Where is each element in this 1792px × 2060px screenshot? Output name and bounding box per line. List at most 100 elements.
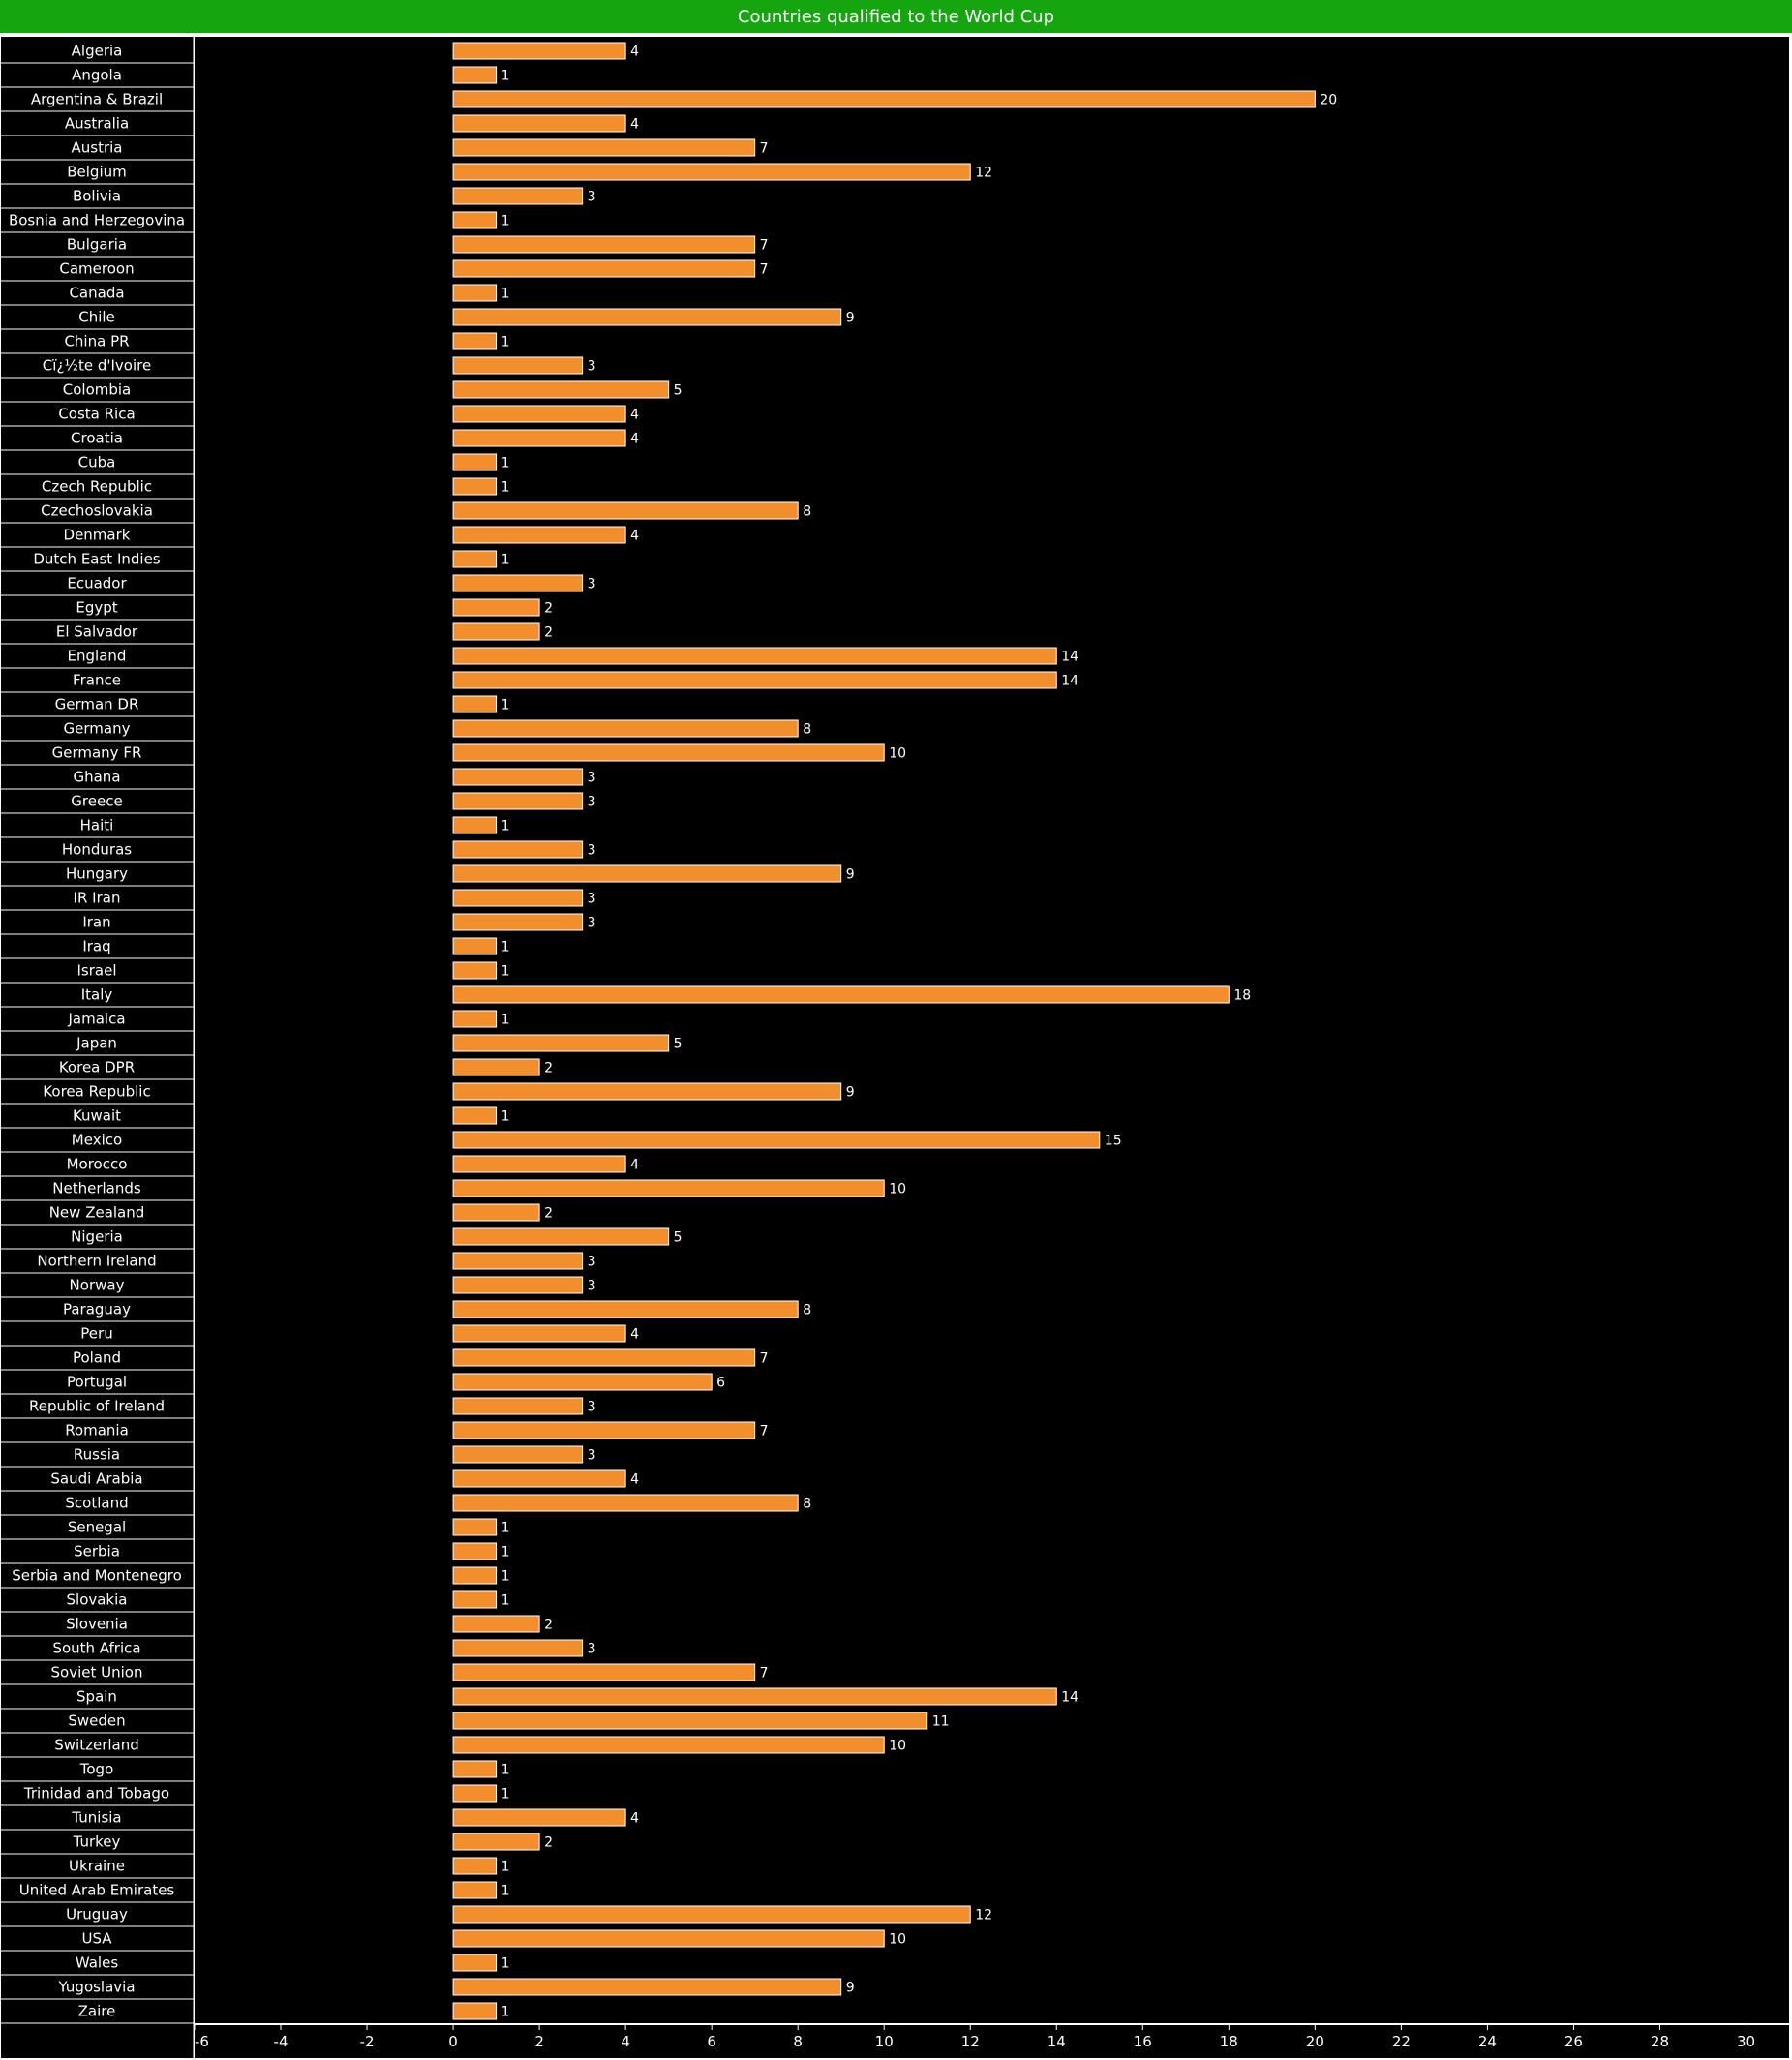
chart-title: Countries qualified to the World Cup [0,0,1792,33]
category-label: Slovakia [67,1591,128,1609]
category-label: Trinidad and Tobago [23,1785,169,1802]
category-label: Belgium [67,164,127,181]
category-label: Korea Republic [43,1083,150,1101]
bar [452,380,670,399]
plot-area [195,37,1789,2023]
x-tick-label: 0 [448,2033,458,2050]
bar [452,622,540,641]
data-label: 1 [501,480,510,496]
data-label: 1 [501,335,510,350]
bar [452,816,498,834]
bar [452,1034,670,1052]
category-label: Haiti [80,817,114,834]
data-label: 7 [760,262,769,278]
x-tick-label: 14 [1048,2033,1066,2050]
bar [452,1712,928,1730]
bar [452,259,756,278]
data-label: 8 [803,722,811,738]
bar [452,1857,498,1875]
data-label: 5 [674,1037,683,1052]
data-label: 1 [501,1763,510,1778]
category-label: Morocco [67,1156,128,1173]
data-label: 9 [846,311,855,326]
data-label: 20 [1320,93,1337,108]
x-tick-label: 30 [1737,2033,1755,2050]
bar [452,647,1057,665]
category-label: Switzerland [54,1737,139,1754]
category-label: Cï¿½te d'Ivoire [43,357,151,375]
bar [452,1324,626,1343]
bar [452,1082,842,1101]
bar [452,1978,842,1996]
bar [452,453,498,471]
data-label: 6 [716,1376,725,1391]
category-label: Czechoslovakia [41,502,153,520]
data-label: 7 [760,1424,769,1439]
category-label: Germany FR [52,744,142,762]
bar [452,1542,498,1560]
category-label: Slovenia [66,1616,128,1633]
bar [452,429,626,447]
x-tick-label: 18 [1220,2033,1238,2050]
data-label: 7 [760,238,769,254]
bar [452,163,971,181]
category-label: Senegal [68,1519,126,1536]
bar [452,114,626,133]
category-label: Togo [79,1761,114,1778]
category-label: Ukraine [69,1858,125,1875]
category-label: Germany [64,720,131,738]
bar [452,284,498,302]
x-tick-label: 12 [961,2033,980,2050]
bar [452,1736,885,1754]
category-label: Ghana [73,769,120,786]
bar [452,574,584,592]
data-label: 1 [501,819,510,834]
x-tick-label: 26 [1564,2033,1583,2050]
category-label: Austria [72,139,123,157]
bar [452,235,756,254]
category-label: Canada [69,285,124,302]
category-label: China PR [64,333,129,350]
data-label: 4 [630,408,639,423]
data-label: 10 [889,1739,906,1754]
category-label: United Arab Emirates [19,1882,175,1899]
data-label: 4 [630,1472,639,1488]
category-label: Chile [78,309,115,326]
data-label: 9 [846,867,855,883]
bar [452,743,885,762]
data-label: 9 [846,1085,855,1101]
category-label: Italy [81,986,113,1004]
bar [452,550,498,568]
bar [452,1833,540,1851]
data-label: 3 [588,577,596,592]
bar [452,187,584,205]
category-label: Saudi Arabia [50,1470,142,1488]
category-label: Wales [76,1954,118,1972]
data-label: 14 [1061,1690,1078,1706]
data-label: 1 [501,553,510,568]
category-label: Mexico [72,1132,122,1149]
bar [452,1929,885,1948]
category-label: Korea DPR [59,1059,135,1076]
category-label: Northern Ireland [37,1253,156,1270]
bar [452,90,1316,108]
data-label: 1 [501,69,510,84]
bar [452,1808,626,1827]
bar [452,1518,498,1536]
bar [452,1179,885,1197]
data-label: 3 [588,771,596,786]
bar [452,211,498,229]
category-label: Bolivia [73,188,121,205]
data-label: 3 [588,1279,596,1294]
bar [452,1905,971,1924]
data-label: 1 [501,214,510,229]
category-label: Soviet Union [51,1664,143,1681]
data-label: 1 [501,456,510,471]
data-label: 3 [588,1255,596,1270]
category-label: USA [81,1930,112,1948]
category-label: Angola [72,67,122,84]
bar [452,671,1057,689]
category-label: Serbia [74,1543,120,1560]
category-label: Poland [73,1349,121,1367]
category-label: Cameroon [59,260,134,278]
